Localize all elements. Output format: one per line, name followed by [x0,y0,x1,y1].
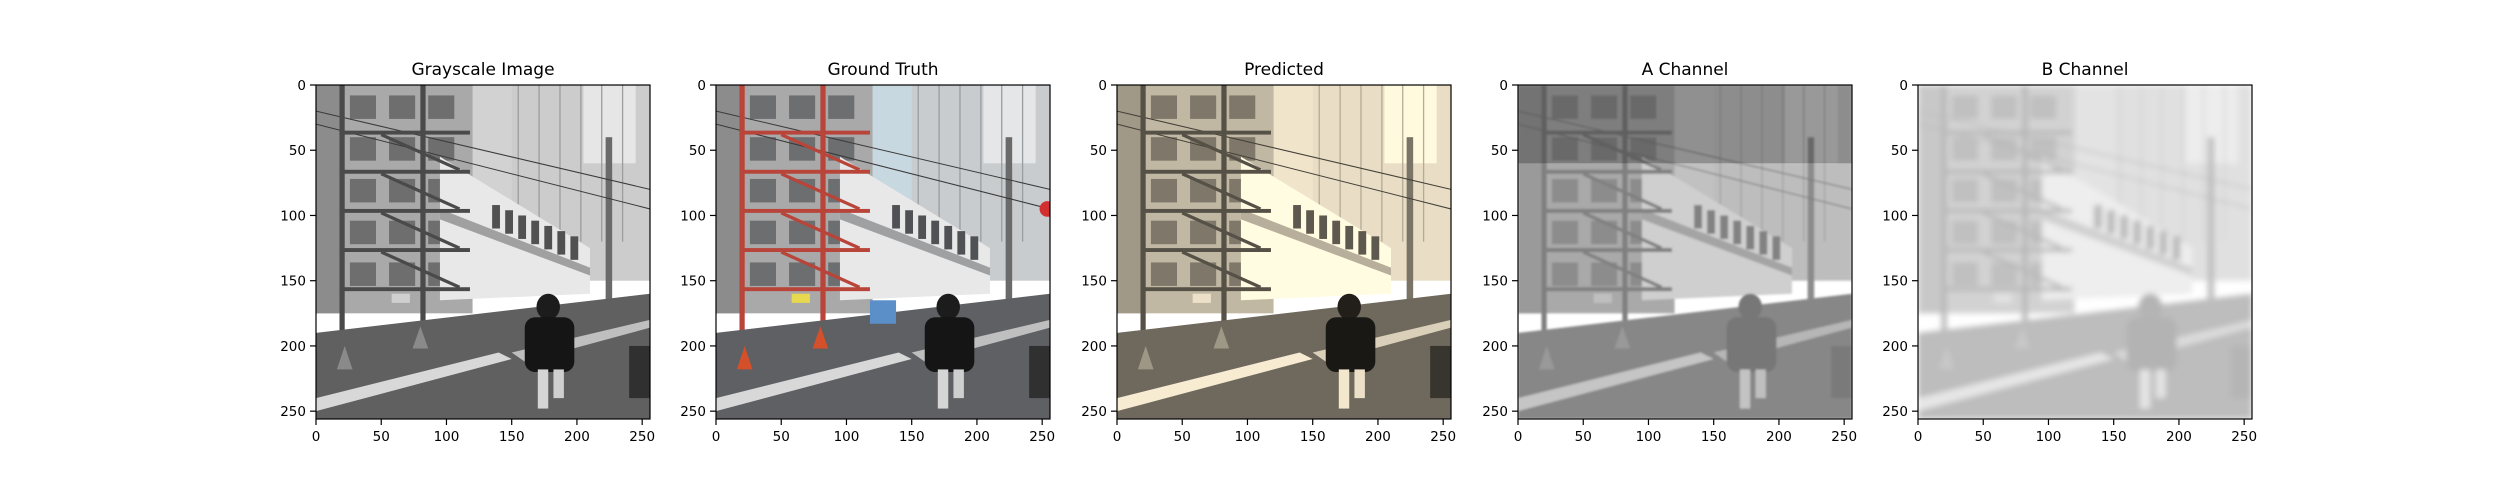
y-tick-label: 150 [680,274,706,290]
y-tick-label: 100 [1882,208,1908,224]
axes-frame [315,84,651,420]
y-tick-label: 100 [680,208,706,224]
y-tick-label: 150 [1482,274,1508,290]
image-b-channel [1918,85,2252,419]
x-tick-label: 100 [1235,429,1261,445]
x-tick-label: 250 [1029,429,1055,445]
x-tick-label: 200 [1766,429,1792,445]
y-tick-label: 50 [1090,143,1107,159]
x-tick-label: 100 [834,429,860,445]
y-tick-label: 50 [1491,143,1508,159]
y-tick-label: 250 [280,404,306,420]
y-tick-label: 50 [289,143,306,159]
y-tick-label: 150 [280,274,306,290]
x-tick-label: 50 [1174,429,1191,445]
axes-frame [715,84,1051,420]
x-tick-label: 50 [773,429,790,445]
axes-frame [1917,84,2253,420]
x-tick-label: 250 [1831,429,1857,445]
y-tick-label: 250 [1882,404,1908,420]
x-tick-label: 150 [1701,429,1727,445]
y-tick-label: 200 [280,339,306,355]
x-tick-label: 0 [1514,429,1523,445]
x-tick-label: 100 [1636,429,1662,445]
y-tick-label: 100 [1081,208,1107,224]
x-tick-label: 150 [1300,429,1326,445]
image-grayscale-image [316,85,650,419]
panel-b-channel: B Channel 0 50 100 150 200 250 0 50 100 150 200 250 [1882,60,2257,445]
x-tick-label: 150 [499,429,525,445]
y-tick-label: 50 [689,143,706,159]
y-tick-label: 250 [1081,404,1107,420]
x-tick-label: 250 [1430,429,1456,445]
y-tick-label: 150 [1081,274,1107,290]
x-tick-label: 100 [434,429,460,445]
x-tick-label: 200 [564,429,590,445]
panel-predicted: Predicted 0 50 100 150 200 250 0 50 100 150 200 250 [1081,60,1456,445]
x-tick-label: 50 [1575,429,1592,445]
y-tick-label: 200 [680,339,706,355]
panel-title: Grayscale Image [411,60,554,80]
image-a-channel [1518,85,1852,419]
y-tick-label: 250 [680,404,706,420]
x-tick-label: 200 [964,429,990,445]
image-predicted [1117,85,1451,419]
panel-title: Ground Truth [827,60,938,80]
y-tick-label: 0 [297,78,306,94]
x-tick-label: 100 [2036,429,2062,445]
x-tick-label: 150 [2101,429,2127,445]
axes-frame [1517,84,1853,420]
y-tick-label: 250 [1482,404,1508,420]
panel-title: A Channel [1642,60,1729,80]
panel-title: Predicted [1244,60,1324,80]
panel-ground-truth: Ground Truth 0 50 100 150 200 250 0 50 100 150 200 2… [680,60,1055,445]
x-tick-label: 0 [1113,429,1122,445]
y-tick-label: 150 [1882,274,1908,290]
y-tick-label: 100 [280,208,306,224]
x-tick-label: 50 [1975,429,1992,445]
y-tick-label: 100 [1482,208,1508,224]
y-tick-label: 0 [1098,78,1107,94]
y-tick-label: 200 [1882,339,1908,355]
y-tick-label: 0 [1499,78,1508,94]
y-tick-label: 0 [697,78,706,94]
axes-frame [1116,84,1452,420]
x-tick-label: 250 [2231,429,2257,445]
y-tick-label: 200 [1081,339,1107,355]
panel-grayscale-image: Grayscale Image 0 50 100 150 200 250 0 50 100 150 2… [280,60,655,445]
x-tick-label: 250 [629,429,655,445]
x-tick-label: 0 [712,429,721,445]
image-ground-truth [716,85,1050,419]
x-tick-label: 0 [1914,429,1923,445]
x-tick-label: 200 [1365,429,1391,445]
x-tick-label: 50 [373,429,390,445]
y-tick-label: 0 [1899,78,1908,94]
x-tick-label: 200 [2166,429,2192,445]
panel-a-channel: A Channel 0 50 100 150 200 250 0 50 100 150 200 250 [1482,60,1857,445]
x-tick-label: 150 [899,429,925,445]
y-tick-label: 50 [1891,143,1908,159]
x-tick-label: 0 [312,429,321,445]
panel-title: B Channel [2042,60,2129,80]
y-tick-label: 200 [1482,339,1508,355]
